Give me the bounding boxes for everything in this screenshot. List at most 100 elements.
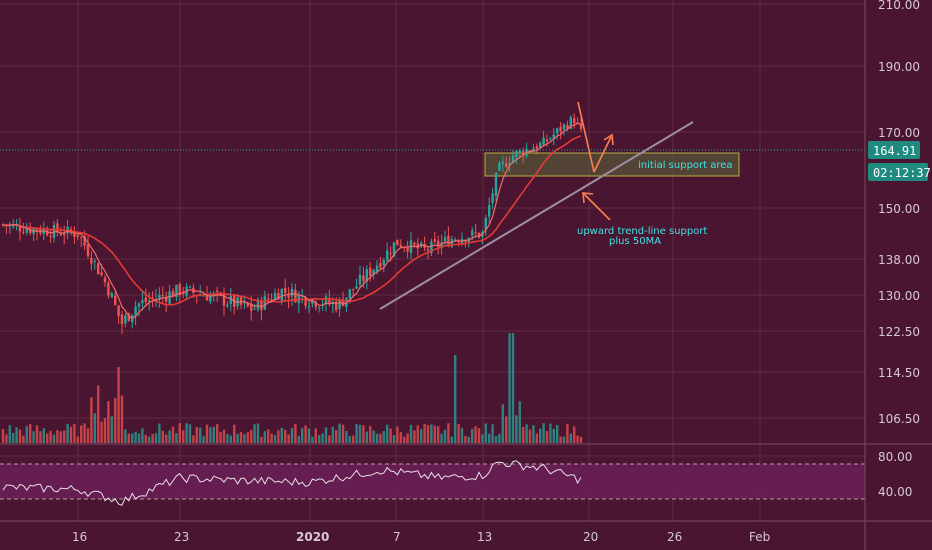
volume-bar	[579, 436, 583, 443]
volume-bar	[447, 423, 450, 443]
candle-body	[328, 297, 331, 304]
volume-bar	[260, 436, 263, 443]
candle-body	[63, 233, 66, 236]
candle-body	[382, 260, 385, 266]
volume-bar	[386, 424, 389, 443]
candle-body	[205, 294, 209, 301]
volume-bar	[120, 395, 124, 443]
candle-body	[151, 297, 154, 299]
candle-body	[250, 303, 253, 311]
candle-body	[392, 242, 396, 256]
last-price-tag[interactable]	[868, 141, 920, 159]
volume-bar	[97, 385, 100, 443]
countdown-tag	[868, 163, 928, 181]
volume-bar	[151, 434, 154, 443]
candle-body	[413, 242, 416, 245]
candle-body	[178, 284, 181, 296]
candle-body	[335, 301, 338, 311]
volume-bar	[471, 428, 474, 443]
candle-body	[83, 236, 86, 246]
rsi-tick: 40.00	[878, 485, 912, 499]
time-tick: 16	[72, 530, 87, 544]
candle-body	[365, 269, 368, 282]
candle-body	[290, 288, 294, 297]
volume-bar	[460, 427, 464, 443]
time-tick: 23	[174, 530, 189, 544]
candle-body	[148, 300, 151, 302]
candle-body	[532, 148, 535, 153]
volume-bar	[304, 425, 307, 443]
volume-bar	[403, 436, 406, 443]
candle-body	[117, 305, 120, 316]
volume-bar	[440, 433, 443, 443]
volume-bar	[420, 428, 423, 443]
time-tick: 7	[393, 530, 401, 544]
candle-body	[25, 229, 28, 233]
candle-body	[141, 300, 144, 304]
candle-body	[273, 293, 277, 300]
volume-bar	[358, 424, 362, 443]
volume-bar	[32, 431, 35, 443]
candle-body	[110, 293, 113, 298]
price-tick: 190.00	[878, 60, 920, 74]
volume-bar	[69, 426, 73, 443]
candle-body	[127, 313, 130, 321]
candle-body	[270, 299, 273, 301]
volume-bar	[83, 423, 86, 443]
candle-body	[556, 128, 559, 134]
volume-bar	[202, 436, 205, 443]
candle-body	[386, 250, 389, 261]
volume-bar	[328, 435, 331, 443]
volume-bar	[437, 426, 440, 443]
candle-body	[304, 297, 307, 306]
time-tick: Feb	[749, 530, 770, 544]
candle-body	[488, 204, 491, 217]
candle-body	[103, 277, 107, 283]
volume-bar	[284, 429, 287, 443]
candle-body	[545, 139, 549, 142]
candle-body	[311, 299, 314, 304]
volume-bar	[110, 416, 113, 443]
candle-body	[76, 234, 79, 237]
candle-body	[454, 239, 457, 241]
volume-bar	[280, 427, 283, 443]
volume-bar	[457, 424, 460, 443]
volume-bar	[426, 425, 430, 443]
volume-bar	[362, 425, 365, 443]
volume-bar	[576, 435, 579, 443]
volume-bar	[76, 436, 79, 443]
volume-bar	[467, 436, 470, 443]
rsi-tick: 80.00	[878, 450, 912, 464]
volume-bar	[117, 367, 120, 443]
candle-body	[501, 161, 504, 164]
volume-bar	[222, 429, 226, 443]
countdown-tag-text: 02:12:37	[873, 166, 931, 180]
trendline-label-line2: plus 50MA	[609, 236, 661, 247]
candle-body	[161, 294, 164, 296]
candle-body	[229, 295, 232, 304]
time-tick: 2020	[296, 530, 329, 544]
candle-body	[498, 162, 501, 171]
candle-body	[324, 296, 328, 304]
candle-body	[403, 247, 406, 249]
price-axis-labels: 210.00 190.00 170.00 150.00 138.00 130.0…	[878, 0, 920, 499]
volume-bar	[392, 435, 396, 443]
volume-bar	[352, 435, 355, 443]
volume-bar	[226, 433, 229, 443]
candle-body	[433, 239, 436, 242]
candle-body	[239, 297, 243, 305]
volume-bar	[137, 433, 141, 443]
candle-body	[294, 289, 297, 303]
volume-bar	[188, 424, 192, 443]
volume-bar	[90, 397, 93, 443]
volume-bar	[528, 429, 532, 443]
volume-bar	[158, 423, 161, 443]
candle-body	[284, 288, 287, 293]
candle-body	[124, 315, 127, 324]
candle-body	[549, 138, 552, 140]
arrow-up-head	[603, 133, 614, 146]
volume-bar	[399, 432, 402, 443]
volume-bar	[46, 433, 49, 443]
candle-body	[399, 244, 402, 248]
